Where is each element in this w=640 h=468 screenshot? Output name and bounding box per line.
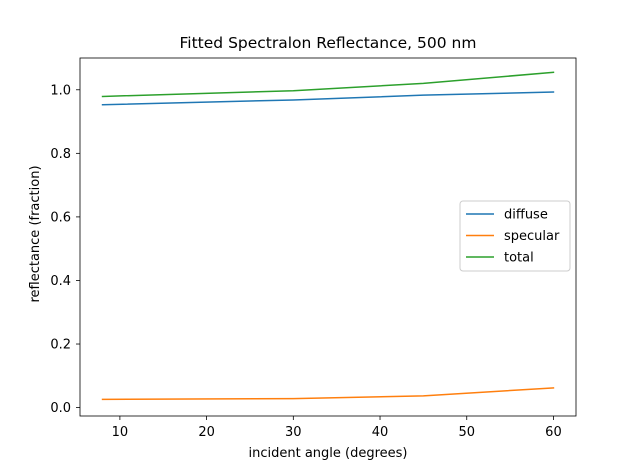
y-tick-label: 0.0 [50,401,71,416]
series-line-diffuse [101,91,555,106]
y-tick-label: 0.8 [50,147,71,162]
legend-label-diffuse: diffuse [504,208,548,223]
series-line-specular [101,387,555,401]
plot-frame [79,57,577,417]
y-tick-label: 0.2 [50,338,71,353]
x-tick-label: 20 [198,425,215,440]
legend-label-total: total [504,251,534,266]
y-axis-label: reflectance (fraction) [28,165,43,302]
y-axis: 0.0 0.2 0.4 0.6 0.8 1.0 [50,83,80,416]
series-line-total [101,71,555,98]
legend: diffuse specular total [459,200,571,272]
legend-label-specular: specular [504,229,560,244]
x-axis: 10 20 30 40 50 60 [112,416,562,440]
x-tick-label: 40 [372,425,389,440]
y-tick-label: 1.0 [50,83,71,98]
y-tick-label: 0.6 [50,210,71,225]
chart-title: Fitted Spectralon Reflectance, 500 nm [180,34,477,52]
legend-box [459,200,571,272]
x-tick-label: 50 [458,425,475,440]
x-tick-label: 60 [545,425,562,440]
x-tick-label: 10 [112,425,129,440]
x-axis-label: incident angle (degrees) [248,446,407,461]
x-tick-label: 30 [285,425,302,440]
y-tick-label: 0.4 [50,274,71,289]
